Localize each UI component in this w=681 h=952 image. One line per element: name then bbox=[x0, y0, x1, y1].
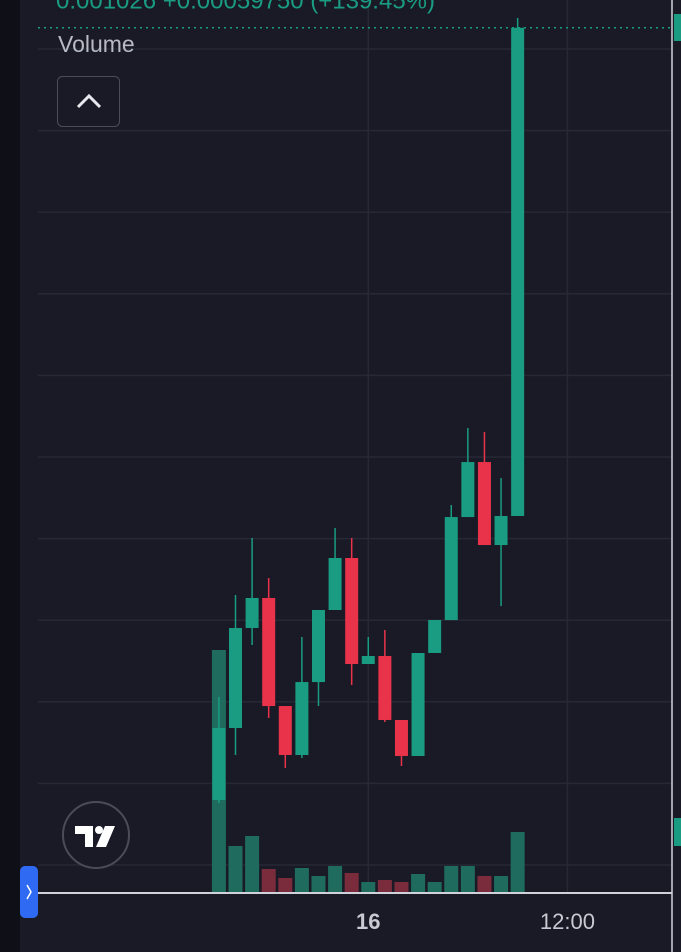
volume-bar bbox=[245, 836, 260, 893]
candle-body bbox=[229, 628, 243, 728]
candle-body bbox=[394, 719, 408, 756]
volume-bar bbox=[344, 873, 359, 893]
candle-body bbox=[328, 558, 342, 610]
volume-bar bbox=[278, 878, 293, 893]
volume-bar bbox=[494, 876, 509, 893]
volume-bar bbox=[427, 882, 442, 893]
candle-body bbox=[477, 462, 491, 546]
volume-bar bbox=[311, 876, 326, 893]
volume-bar bbox=[361, 882, 376, 893]
chevron-icon bbox=[76, 93, 102, 109]
price-marker bbox=[674, 14, 681, 41]
volume-bar bbox=[294, 868, 309, 893]
handle-arrow bbox=[26, 884, 32, 900]
price-header: 0.001026 +0.00059750 (+139.45%) bbox=[56, 0, 435, 14]
collapse-button[interactable] bbox=[57, 76, 120, 127]
tradingview-logo[interactable] bbox=[62, 801, 130, 869]
side-panel-handle[interactable] bbox=[20, 866, 38, 918]
x-tick-label: 16 bbox=[356, 909, 380, 934]
volume-bar bbox=[394, 882, 409, 893]
volume-bar bbox=[510, 832, 525, 893]
volume-bar bbox=[477, 876, 492, 893]
volume-label: Volume bbox=[58, 31, 135, 57]
volume-marker bbox=[674, 818, 681, 846]
x-tick-label: 12:00 bbox=[540, 909, 595, 934]
candle-body bbox=[278, 706, 292, 755]
volume-bar bbox=[460, 866, 475, 893]
candle-body bbox=[212, 727, 226, 800]
volume-bar bbox=[377, 880, 392, 893]
grid bbox=[38, 0, 672, 893]
logo-dot bbox=[95, 826, 103, 834]
candle-body bbox=[461, 462, 475, 518]
candle-body bbox=[311, 609, 325, 683]
candle-body bbox=[444, 517, 458, 621]
left-strip bbox=[0, 0, 20, 952]
volume-bar bbox=[444, 866, 459, 893]
volume-bar bbox=[411, 874, 426, 893]
candle-body bbox=[262, 597, 276, 707]
volume-bar bbox=[261, 869, 276, 893]
logo-circle bbox=[62, 801, 130, 869]
candle-body bbox=[511, 27, 525, 516]
candle-body bbox=[378, 656, 392, 720]
candle-body bbox=[345, 558, 359, 665]
logo-mark bbox=[75, 826, 115, 847]
candle-body bbox=[428, 620, 442, 653]
plot bbox=[38, 18, 672, 893]
button-frame bbox=[57, 76, 120, 127]
volume-bar bbox=[328, 866, 343, 893]
volume-bar bbox=[228, 846, 243, 893]
candle-body bbox=[411, 652, 425, 756]
candle-body bbox=[245, 597, 259, 629]
candle-body bbox=[494, 515, 508, 546]
candle-body bbox=[295, 682, 309, 755]
candle-body bbox=[361, 656, 375, 665]
